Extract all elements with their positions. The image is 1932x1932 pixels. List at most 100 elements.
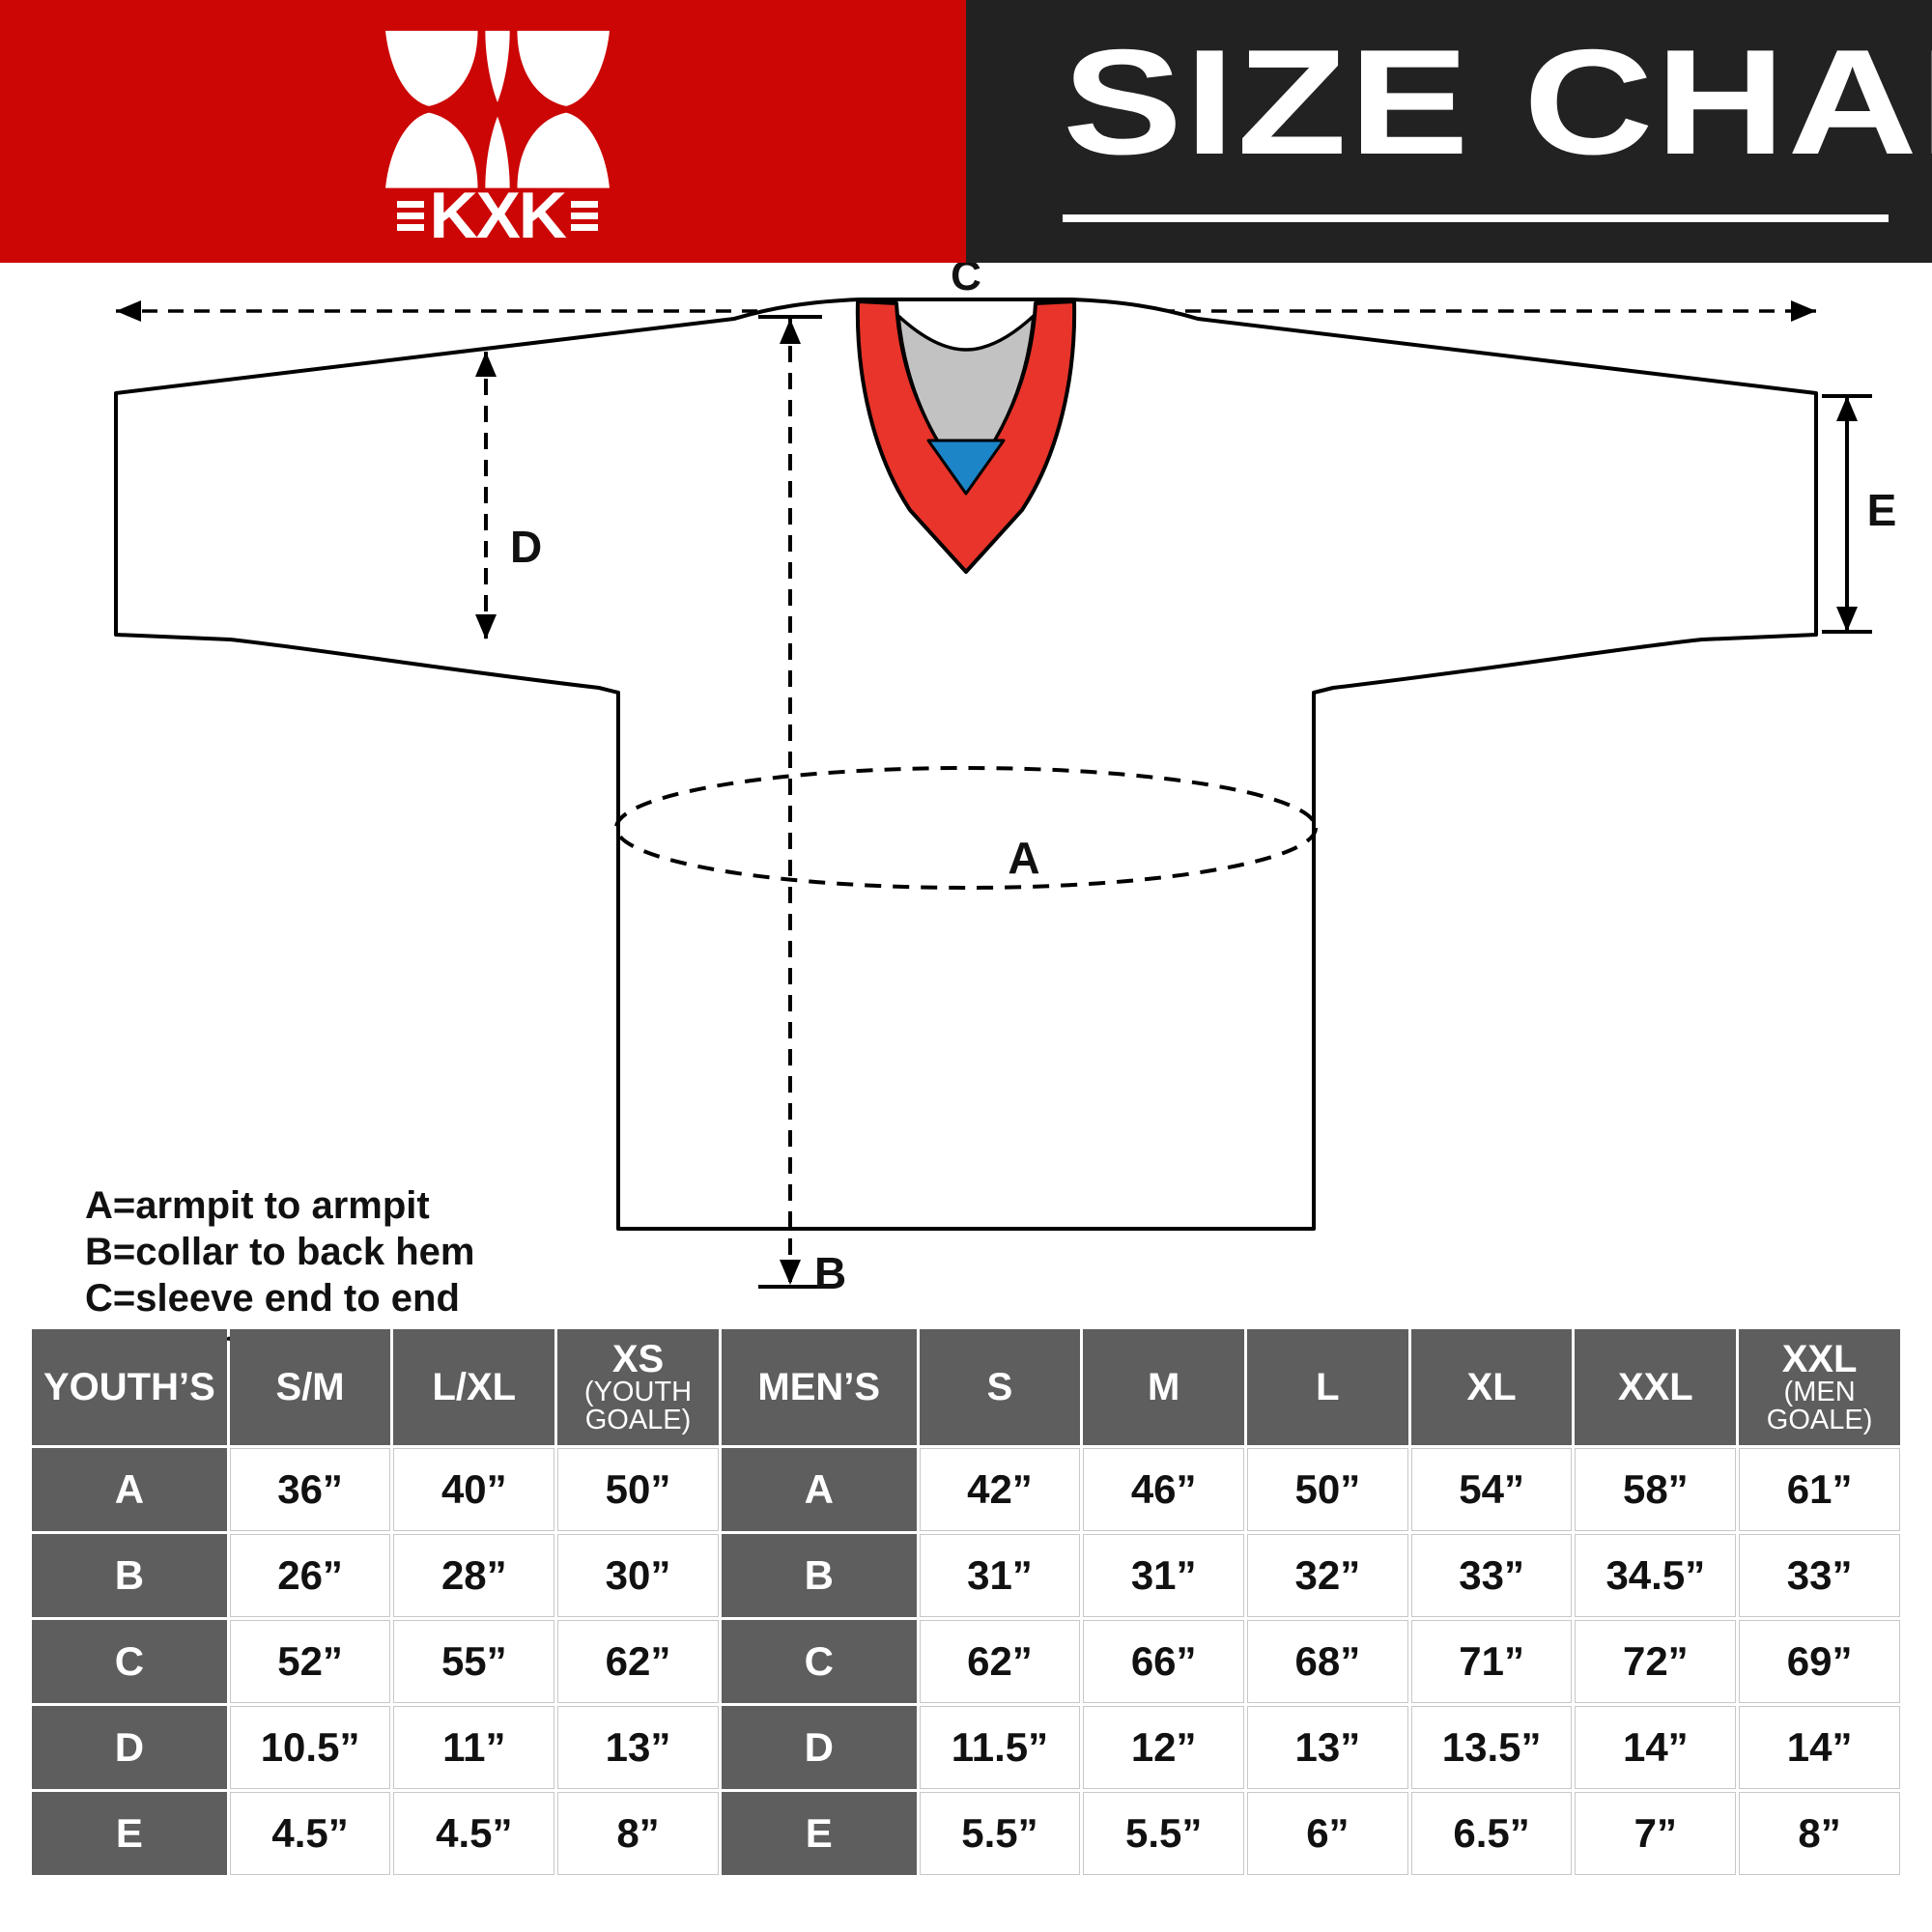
header-mens: MEN’S: [721, 1329, 917, 1445]
cell-youth-d-sm: 10.5”: [229, 1706, 391, 1789]
header-mens-l: L: [1247, 1329, 1408, 1445]
dimension-label-a: A: [1008, 833, 1039, 883]
legend-line-a: A=armpit to armpit: [85, 1184, 430, 1227]
row-label-youth-b: B: [32, 1534, 227, 1617]
cell-mens-d-s: 11.5”: [919, 1706, 1081, 1789]
cell-mens-c-xxl: 72”: [1575, 1620, 1737, 1703]
title-panel: SIZE CHART: [966, 0, 1932, 263]
cell-youth-a-xs: 50”: [557, 1448, 719, 1531]
cell-mens-d-xxl: 14”: [1575, 1706, 1737, 1789]
row-label-mens-d: D: [721, 1706, 917, 1789]
cell-mens-d-xl: 13.5”: [1410, 1706, 1573, 1789]
cell-mens-a-l: 50”: [1247, 1448, 1408, 1531]
cell-mens-b-l: 32”: [1247, 1534, 1408, 1617]
cell-mens-b-m: 31”: [1083, 1534, 1245, 1617]
legend-line-c: C=sleeve end to end: [85, 1277, 460, 1320]
legend-line-b: B=collar to back hem: [85, 1231, 475, 1273]
row-label-mens-c: C: [721, 1620, 917, 1703]
cell-mens-c-xl: 71”: [1410, 1620, 1573, 1703]
cell-youth-e-lxl: 4.5”: [393, 1792, 555, 1875]
size-table: YOUTH’S S/M L/XL XS (YOUTH GOALE) MEN’S …: [29, 1326, 1903, 1878]
row-label-youth-d: D: [32, 1706, 227, 1789]
cell-mens-a-xxlg: 61”: [1739, 1448, 1900, 1531]
cell-youth-d-xs: 13”: [557, 1706, 719, 1789]
cell-mens-a-s: 42”: [919, 1448, 1081, 1531]
table-row: B 26” 28” 30” B 31” 31” 32” 33” 34.5” 33…: [32, 1534, 1900, 1617]
cell-mens-a-m: 46”: [1083, 1448, 1245, 1531]
dimension-b-arrow: [758, 315, 822, 1289]
cell-mens-d-l: 13”: [1247, 1706, 1408, 1789]
table-row: C 52” 55” 62” C 62” 66” 68” 71” 72” 69”: [32, 1620, 1900, 1703]
cell-youth-c-lxl: 55”: [393, 1620, 555, 1703]
cell-mens-c-m: 66”: [1083, 1620, 1245, 1703]
cell-mens-d-m: 12”: [1083, 1706, 1245, 1789]
table-row: E 4.5” 4.5” 8” E 5.5” 5.5” 6” 6.5” 7” 8”: [32, 1792, 1900, 1875]
row-label-mens-b: B: [721, 1534, 917, 1617]
collar-inner-panel: [896, 314, 1036, 483]
header-youth-sm: S/M: [229, 1329, 391, 1445]
dimension-label-b: B: [814, 1248, 846, 1298]
cell-mens-e-xxl: 7”: [1575, 1792, 1737, 1875]
header-mens-s: S: [919, 1329, 1081, 1445]
table-row: A 36” 40” 50” A 42” 46” 50” 54” 58” 61”: [32, 1448, 1900, 1531]
cell-mens-e-xxlg: 8”: [1739, 1792, 1900, 1875]
cell-mens-a-xxl: 58”: [1575, 1448, 1737, 1531]
row-label-youth-a: A: [32, 1448, 227, 1531]
cell-mens-c-s: 62”: [919, 1620, 1081, 1703]
brand-panel: KXK: [0, 0, 966, 263]
dimension-d-arrow: [475, 352, 497, 639]
table-body: A 36” 40” 50” A 42” 46” 50” 54” 58” 61” …: [32, 1448, 1900, 1875]
dimension-label-d: D: [510, 522, 542, 572]
row-label-mens-a: A: [721, 1448, 917, 1531]
dimension-c-arrow: [116, 300, 1816, 322]
collar-accent-triangle: [926, 439, 1006, 496]
header-mens-xl: XL: [1410, 1329, 1573, 1445]
cell-mens-e-xl: 6.5”: [1410, 1792, 1573, 1875]
cell-youth-c-sm: 52”: [229, 1620, 391, 1703]
header-mens-m: M: [1083, 1329, 1245, 1445]
cell-youth-a-lxl: 40”: [393, 1448, 555, 1531]
table-row: D 10.5” 11” 13” D 11.5” 12” 13” 13.5” 14…: [32, 1706, 1900, 1789]
cell-youth-a-sm: 36”: [229, 1448, 391, 1531]
page-header: KXK SIZE CHART: [0, 0, 1932, 263]
cell-youth-e-xs: 8”: [557, 1792, 719, 1875]
header-youths: YOUTH’S: [32, 1329, 227, 1445]
cell-youth-d-lxl: 11”: [393, 1706, 555, 1789]
cell-mens-e-l: 6”: [1247, 1792, 1408, 1875]
cell-mens-d-xxlg: 14”: [1739, 1706, 1900, 1789]
cell-youth-c-xs: 62”: [557, 1620, 719, 1703]
table-header-row: YOUTH’S S/M L/XL XS (YOUTH GOALE) MEN’S …: [32, 1329, 1900, 1445]
brand-wordmark: KXK: [397, 179, 598, 253]
jersey-diagram: C D B: [0, 263, 1932, 1412]
dimension-e-arrow: [1822, 394, 1872, 634]
page-title: SIZE CHART: [1063, 18, 1932, 185]
jersey-outline: [114, 298, 1818, 1231]
cell-youth-b-sm: 26”: [229, 1534, 391, 1617]
cell-mens-b-s: 31”: [919, 1534, 1081, 1617]
cell-mens-b-xxlg: 33”: [1739, 1534, 1900, 1617]
dimension-a-ellipse: [614, 766, 1318, 890]
cell-youth-b-xs: 30”: [557, 1534, 719, 1617]
header-mens-xxl: XXL: [1575, 1329, 1737, 1445]
cell-mens-c-l: 68”: [1247, 1620, 1408, 1703]
header-youth-lxl: L/XL: [393, 1329, 555, 1445]
cell-mens-a-xl: 54”: [1410, 1448, 1573, 1531]
dimension-label-c: C: [951, 263, 981, 299]
row-label-youth-c: C: [32, 1620, 227, 1703]
cell-mens-e-m: 5.5”: [1083, 1792, 1245, 1875]
header-mens-xxl-goalie: XXL (MEN GOALE): [1739, 1329, 1900, 1445]
logo-right-bars-icon: [570, 200, 598, 231]
row-label-youth-e: E: [32, 1792, 227, 1875]
cell-mens-c-xxlg: 69”: [1739, 1620, 1900, 1703]
logo-left-bars-icon: [397, 200, 425, 231]
cell-mens-b-xl: 33”: [1410, 1534, 1573, 1617]
brand-name: KXK: [429, 179, 567, 253]
cell-mens-e-s: 5.5”: [919, 1792, 1081, 1875]
row-label-mens-e: E: [721, 1792, 917, 1875]
header-youth-xs-goalie: XS (YOUTH GOALE): [557, 1329, 719, 1445]
kxk-butterfly-mark-icon: [385, 30, 610, 188]
size-table-container: YOUTH’S S/M L/XL XS (YOUTH GOALE) MEN’S …: [29, 1326, 1903, 1878]
brand-logo: KXK: [367, 27, 628, 253]
dimension-label-e: E: [1867, 485, 1897, 535]
